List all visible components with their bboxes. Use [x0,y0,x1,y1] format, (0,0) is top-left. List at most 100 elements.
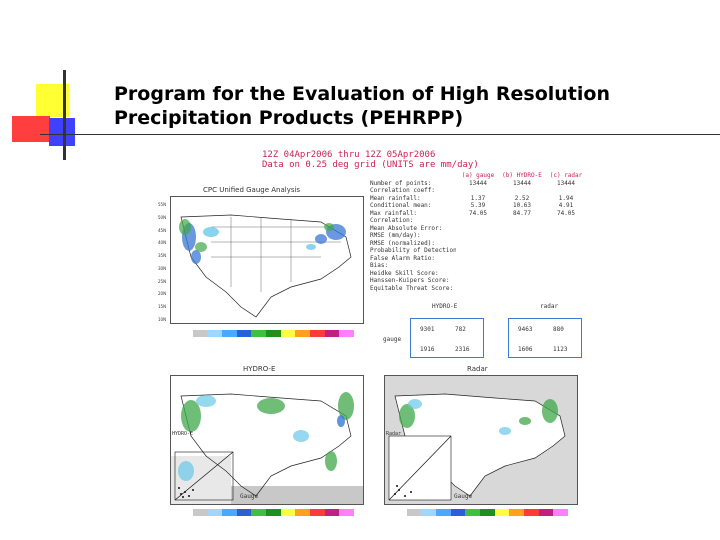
stats-cell: 2.52 [514,194,530,202]
stats-row: Max rainfall: 74.05 84.77 74.05 [370,210,590,218]
stats-row-label: Bias: [370,262,389,269]
stats-row-label: Max rainfall: [370,209,417,217]
stats-cell [500,187,544,195]
stats-col-b: (b) HYDRO-E [502,172,542,179]
radar-map-panel: Radar Radar Gauge [372,363,580,523]
contingency-right-v2: 880 [553,326,564,333]
stats-row-label: RMSE (normalized): [370,239,436,247]
stats-row-label: Heidke Skill Score: [370,269,439,277]
stats-row: Mean rainfall: 1.37 2.52 1.94 [370,195,590,203]
radar-map-svg [385,376,577,504]
figure-header-line1: 12Z 04Apr2006 thru 12Z 05Apr2006 [262,150,436,160]
stats-row-label: Mean Absolute Error: [370,224,443,232]
stats-row-label: Equitable Threat Score: [370,284,454,292]
stats-cell [500,270,544,278]
gauge-map-svg [179,214,352,318]
contingency-right-v3: 1606 [518,346,533,353]
stats-row-label: Correlation coeff: [370,187,436,194]
stats-cell [544,270,588,278]
stats-row: Mean Absolute Error: [370,225,590,233]
stats-row: False Alarm Ratio: [370,255,590,263]
gauge-map-title: CPC Unified Gauge Analysis [203,186,301,194]
stats-cell [456,262,500,270]
stats-cell [456,285,500,293]
stats-cell [500,255,544,263]
stats-cell [500,247,544,255]
stats-cell [456,217,500,225]
contingency-left-box [410,318,484,358]
stats-cell: 13444 [512,179,532,187]
stats-cell [500,285,544,293]
stats-cell [456,270,500,278]
contingency-right-box [508,318,582,358]
contingency-left-row-label: gauge [383,336,402,343]
hydro-scatter-xlabel: Gauge [240,493,259,500]
contingency-left-header: HYDRO-E [432,303,458,310]
stats-row-label: Probability of Detection: [370,247,456,254]
stats-cell [500,217,544,225]
stats-cell [544,187,588,195]
contingency-right-v4: 1123 [553,346,568,353]
stats-cell: 13444 [468,179,488,187]
stats-row: Number of points: 13444 13444 13444 [370,180,590,188]
hydro-color-legend [178,509,355,516]
stats-cell [544,247,588,255]
contingency-left-v3: 1916 [420,346,435,353]
slide-title: Program for the Evaluation of High Resol… [114,82,674,130]
stats-row-label: False Alarm Ratio: [370,254,436,262]
slide-title-line1: Program for the Evaluation of High Resol… [114,83,610,105]
radar-map-title: Radar [467,365,488,373]
decor-red-square [12,116,50,142]
stats-cell [500,225,544,233]
radar-scatter-ylabel: Radar [386,431,402,437]
stats-cell: 74.05 [556,209,576,217]
stats-cell [456,187,500,195]
stats-cell [544,255,588,263]
stats-cell: 10.63 [512,202,532,209]
stats-cell [544,217,588,225]
stats-cell [500,277,544,285]
stats-cell [456,255,500,263]
contingency-left-v2: 782 [455,326,466,333]
stats-cell [544,225,588,233]
stats-cell [544,277,588,285]
stats-cell [456,240,500,248]
decor-blue-square [49,118,75,146]
stats-cell: 1.37 [470,194,486,202]
contingency-right-v1: 9463 [518,326,533,333]
hydro-map-title: HYDRO-E [243,365,276,373]
stats-row: Heidke Skill Score: [370,270,590,278]
stats-col-c: (c) radar [549,172,583,179]
stats-cell [500,232,544,240]
decor-horizontal-line [40,134,720,135]
figure-header: 12Z 04Apr2006 thru 12Z 05Apr2006 Data on… [262,150,479,170]
stats-row: Conditional mean: 5.39 10.63 4.91 [370,202,590,210]
stats-row: RMSE (mm/day): [370,232,590,240]
stats-cell [500,262,544,270]
stats-row: RMSE (normalized): [370,240,590,248]
stats-cell: 5.39 [470,202,486,209]
stats-row-label: Conditional mean: [370,202,432,209]
gauge-map-panel: CPC Unified Gauge Analysis 55N 50N 45N 40N 3… [158,182,368,342]
stats-table: (a) gauge (b) HYDRO-E (c) radar Number o… [370,172,590,292]
stats-cell: 1.94 [558,194,574,202]
stats-row-label: RMSE (mm/day): [370,232,421,239]
stats-cell [456,277,500,285]
stats-row-label: Correlation: [370,217,414,224]
stats-row: Equitable Threat Score: [370,285,590,293]
stats-row: Correlation: [370,217,590,225]
contingency-right-header: radar [540,303,559,310]
stats-cell [544,285,588,293]
radar-scatter-xlabel: Gauge [454,493,473,500]
contingency-left-v4: 2316 [455,346,470,353]
stats-cell: 74.05 [468,209,488,217]
stats-row-label: Hanssen-Kuipers Score: [370,277,450,284]
stats-header-row: (a) gauge (b) HYDRO-E (c) radar [370,172,590,180]
hydro-map [170,375,364,505]
contingency-left-v1: 9301 [420,326,435,333]
stats-row: Probability of Detection: [370,247,590,255]
stats-cell [544,232,588,240]
stats-row: Hanssen-Kuipers Score: [370,277,590,285]
decor-vertical-line [63,70,66,160]
gauge-color-legend [178,330,355,337]
